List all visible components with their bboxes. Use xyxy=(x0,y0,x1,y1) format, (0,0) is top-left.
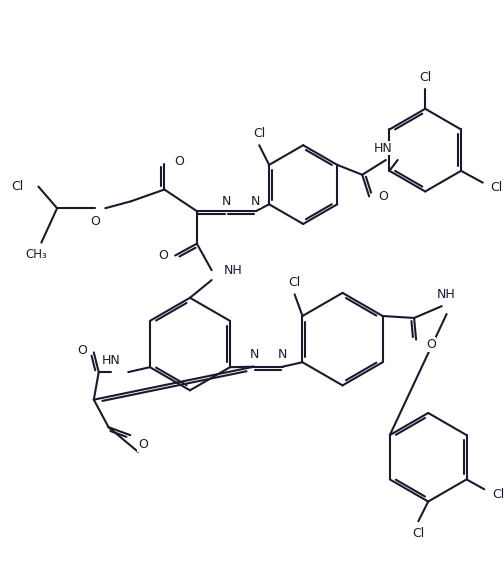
Text: O: O xyxy=(77,344,87,357)
Text: NH: NH xyxy=(437,288,456,301)
Text: HN: HN xyxy=(373,142,392,155)
Text: O: O xyxy=(91,216,100,229)
Text: O: O xyxy=(158,249,168,262)
Text: N: N xyxy=(251,195,261,208)
Text: O: O xyxy=(174,155,184,168)
Text: N: N xyxy=(222,195,231,208)
Text: Cl: Cl xyxy=(12,180,24,193)
Text: N: N xyxy=(249,348,259,361)
Text: Cl: Cl xyxy=(412,526,424,539)
Text: Cl: Cl xyxy=(419,71,431,84)
Text: Cl: Cl xyxy=(253,127,266,140)
Text: N: N xyxy=(278,348,287,361)
Text: Cl: Cl xyxy=(490,181,503,194)
Text: HN: HN xyxy=(102,354,120,367)
Text: Cl: Cl xyxy=(288,276,301,289)
Text: O: O xyxy=(378,190,388,203)
Text: Cl: Cl xyxy=(492,488,504,501)
Text: O: O xyxy=(426,338,436,351)
Text: O: O xyxy=(138,439,148,451)
Text: CH₃: CH₃ xyxy=(26,248,47,261)
Text: NH: NH xyxy=(223,263,242,277)
